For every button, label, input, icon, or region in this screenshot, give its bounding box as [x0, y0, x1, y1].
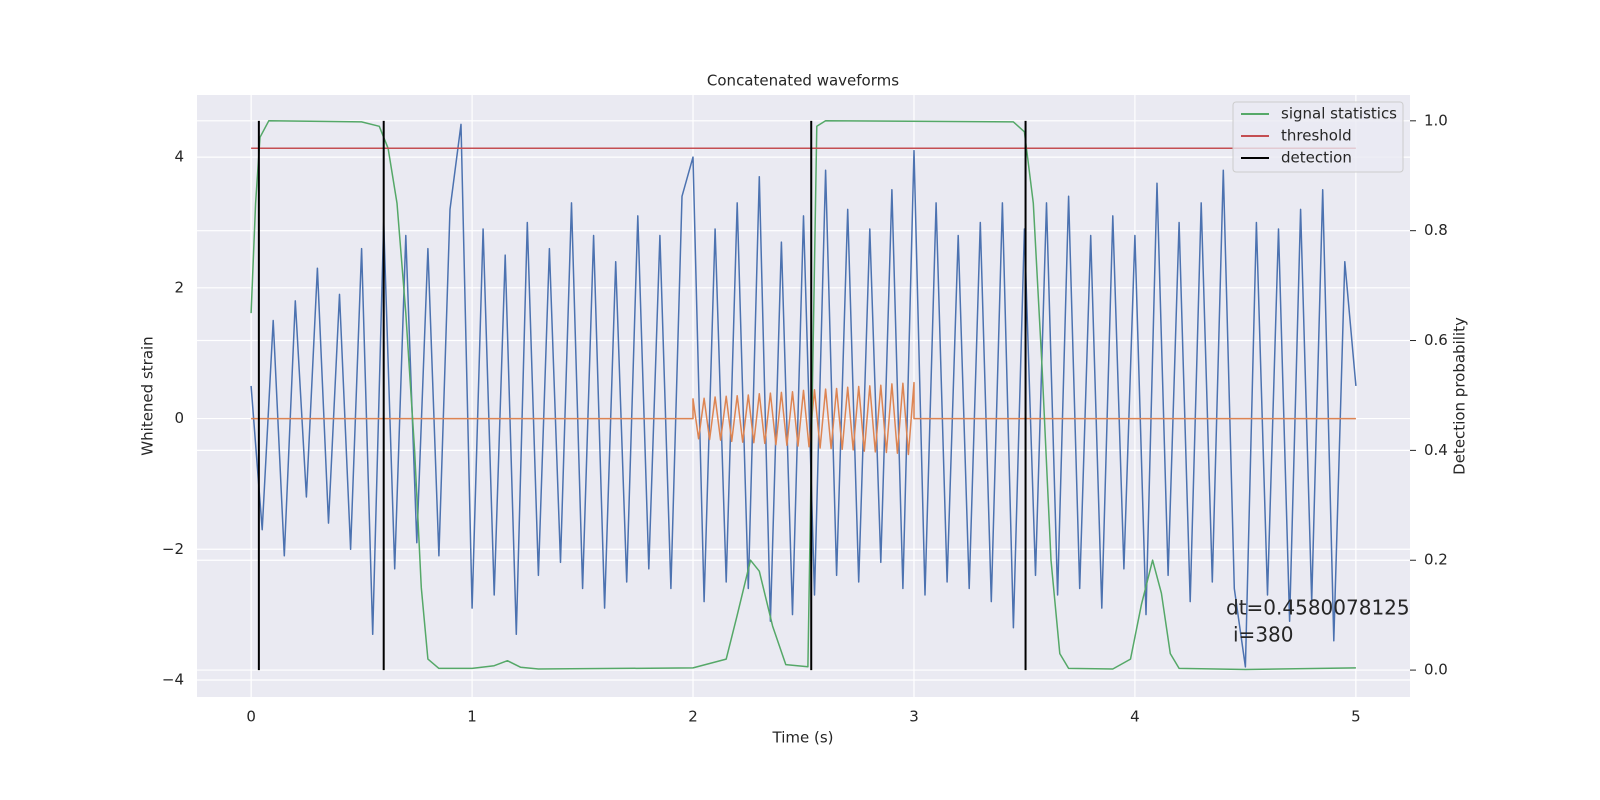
legend-label: signal statistics [1281, 105, 1397, 123]
x-axis-label: Time (s) [772, 729, 834, 747]
x-tick-label: 5 [1351, 708, 1361, 726]
probability-line [250, 120, 1356, 671]
y2-tick-label: 1.0 [1424, 111, 1448, 129]
annotation: i=380 [1233, 623, 1294, 647]
chart-title: Concatenated waveforms [707, 72, 899, 90]
y-axis-label: Whitened strain [139, 336, 157, 455]
x-tick-label: 4 [1130, 708, 1140, 726]
y2-tick-label: 0.6 [1424, 331, 1448, 349]
y-tick-label: −4 [162, 671, 184, 689]
injection-line [251, 381, 1356, 456]
legend-label: threshold [1281, 127, 1352, 145]
x-tick-label: 2 [688, 708, 698, 726]
y2-tick-label: 0.2 [1424, 551, 1448, 569]
y-tick-label: 0 [174, 409, 184, 427]
legend-label: detection [1281, 149, 1352, 167]
x-tick-label: 1 [467, 708, 477, 726]
y2-tick-label: 0.8 [1424, 221, 1448, 239]
y-tick-label: 4 [174, 148, 184, 166]
y2-tick-label: 0.4 [1424, 441, 1448, 459]
y2-axis-label: Detection probability [1451, 317, 1469, 475]
x-tick-label: 0 [246, 708, 256, 726]
y-tick-label: 2 [174, 278, 184, 296]
y-tick-label: −2 [162, 540, 184, 558]
annotation: dt=0.4580078125 [1226, 596, 1410, 620]
y2-tick-label: 0.0 [1424, 661, 1448, 679]
legend-box [1232, 101, 1404, 173]
x-tick-label: 3 [909, 708, 919, 726]
strain-line [250, 123, 1357, 668]
